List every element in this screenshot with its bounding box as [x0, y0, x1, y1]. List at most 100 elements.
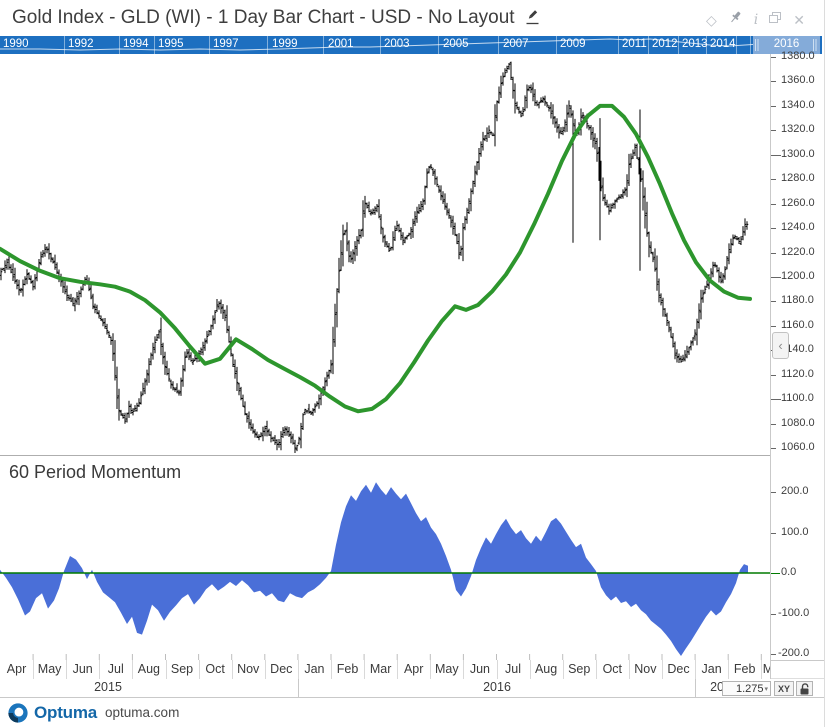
- price-axis-tick: [771, 423, 776, 425]
- price-axis-label: 1180.0: [781, 294, 814, 307]
- price-axis-label: 1200.0: [781, 269, 815, 282]
- price-axis-tick: [771, 325, 776, 327]
- month-label-sep: Sep: [170, 662, 194, 676]
- price-axis-tick: [771, 301, 776, 303]
- optuma-logo: [7, 702, 29, 724]
- price-axis-label: 1220.0: [781, 245, 815, 258]
- navigator-divider: [64, 36, 65, 54]
- price-axis-tick: [771, 203, 776, 205]
- momentum-axis-label: 0.0: [781, 566, 797, 578]
- month-axis: Apr May Jun Jul Aug Sep Oct Nov Dec Jan Feb Mar Apr M…: [0, 660, 770, 679]
- navigator-year-1994: 1994: [123, 38, 149, 50]
- info-icon[interactable]: i: [753, 12, 759, 28]
- titlebar: Gold Index - GLD (WI) - 1 Day Bar Chart …: [0, 0, 824, 36]
- price-axis-tick: [771, 130, 776, 132]
- price-axis-label: 1160.0: [781, 318, 814, 331]
- navigator-divider: [736, 36, 737, 54]
- month-label-nov: Nov: [237, 662, 260, 676]
- price-axis-label: 1060.0: [781, 441, 815, 453]
- price-axis-label: 1280.0: [781, 172, 815, 185]
- price-axis-label: 1140.0: [781, 343, 814, 356]
- month-separator: [66, 660, 68, 679]
- month-label-dec: Dec: [667, 662, 690, 676]
- price-axis-tick: [771, 81, 776, 83]
- month-separator: [132, 660, 134, 679]
- selection-right-grip[interactable]: [813, 39, 818, 51]
- price-axis-label: 1100.0: [781, 392, 814, 405]
- scale-dropdown-arrow: ▾: [764, 685, 768, 693]
- navigator-year-1997: 1997: [213, 38, 239, 50]
- price-axis-label: 1380.0: [781, 50, 815, 62]
- month-label-dec: Dec: [270, 662, 293, 676]
- navigator-sparkline: [0, 38, 820, 51]
- price-axis-tick: [771, 374, 776, 376]
- pin-icon[interactable]: [728, 10, 743, 30]
- page-title: Gold Index - GLD (WI) - 1 Day Bar Chart …: [12, 7, 515, 28]
- scale-value-box[interactable]: 1.275 ▾: [722, 681, 771, 696]
- navigator-year-2013: 2013: [682, 38, 708, 50]
- price-axis-label: 1260.0: [781, 196, 815, 209]
- axis-collapse-button[interactable]: ‹: [772, 332, 789, 359]
- selection-year-label: 2016: [773, 38, 800, 50]
- month-label-m: M: [763, 662, 770, 676]
- month-separator: [662, 660, 663, 679]
- year-navigator-scrollbar[interactable]: 1990 1992 1994 1995 1997 1999 2001 2003 2005 2007…: [0, 36, 822, 54]
- footer: Optuma optuma.com: [0, 698, 824, 727]
- month-label-oct: Oct: [602, 662, 623, 676]
- restore-icon[interactable]: [769, 11, 782, 29]
- month-label-may: May: [434, 662, 459, 676]
- price-axis-tick: [771, 399, 781, 401]
- month-label-feb: Feb: [336, 662, 359, 676]
- month-label-sep: Sep: [568, 662, 591, 676]
- unlock-icon: [800, 682, 809, 694]
- year-separator: [298, 679, 299, 697]
- navigator-divider: [648, 36, 649, 54]
- month-label-jan: Jan: [304, 662, 325, 676]
- footer-border: [0, 697, 824, 698]
- edit-pencil-icon[interactable]: [524, 10, 541, 30]
- diamond-icon[interactable]: ◇: [706, 12, 717, 28]
- titlebar-icon-group: ◇ i ✕: [706, 10, 805, 30]
- momentum-panel-title: 60 Period Momentum: [9, 462, 182, 482]
- navigator-year-2011: 2011: [622, 38, 647, 50]
- month-label-jun: Jun: [469, 662, 490, 676]
- navigator-divider: [154, 36, 155, 54]
- lock-button[interactable]: [796, 681, 813, 696]
- price-axis-tick: [771, 448, 776, 449]
- navigator-divider: [380, 36, 381, 54]
- month-separator: [165, 660, 167, 679]
- month-separator: [595, 660, 597, 679]
- momentum-axis-tick: [771, 573, 780, 574]
- momentum-axis-tick: [771, 492, 776, 493]
- navigator-year-2005: 2005: [443, 38, 469, 50]
- navigator-divider: [618, 36, 619, 54]
- momentum-chart-canvas[interactable]: [0, 456, 770, 660]
- price-axis-tick: [771, 154, 781, 156]
- xy-scale-button[interactable]: XY: [774, 681, 794, 696]
- navigator-divider: [556, 36, 557, 54]
- momentum-axis-tick: [771, 613, 776, 615]
- month-separator: [198, 660, 200, 679]
- navigator-divider: [119, 36, 120, 54]
- navigator-year-2009: 2009: [560, 38, 586, 50]
- navigator-year-1999: 1999: [272, 38, 298, 50]
- month-label-aug: Aug: [534, 662, 558, 676]
- month-separator: [297, 660, 299, 679]
- price-chart-canvas[interactable]: [0, 54, 770, 455]
- close-icon[interactable]: ✕: [793, 12, 805, 28]
- navigator-divider: [750, 36, 751, 54]
- navigator-selection-range[interactable]: 2016: [753, 36, 820, 54]
- selection-left-grip[interactable]: [755, 39, 760, 51]
- navigator-year-2003: 2003: [384, 38, 410, 50]
- panel-divider[interactable]: [0, 455, 770, 456]
- navigator-divider: [323, 36, 324, 54]
- price-bars: [0, 61, 749, 453]
- month-separator: [761, 660, 763, 679]
- navigator-year-1990: 1990: [3, 38, 29, 50]
- month-separator: [628, 660, 630, 679]
- price-axis-tick: [771, 57, 776, 58]
- month-tick-marks: [32, 654, 762, 660]
- month-label-jun: Jun: [72, 662, 93, 676]
- month-separator: [397, 660, 399, 679]
